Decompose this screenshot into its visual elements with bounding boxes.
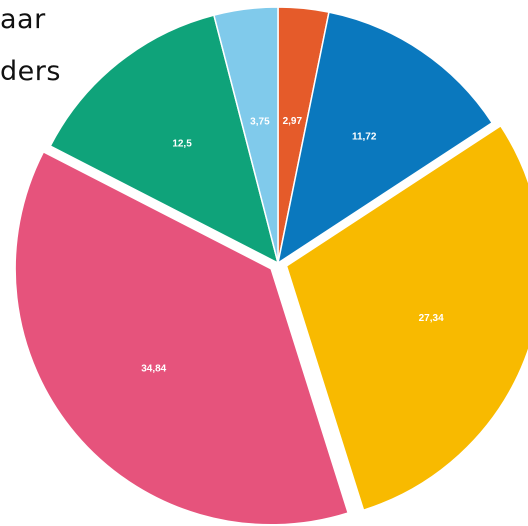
chart-title-line-2: ders	[0, 56, 61, 87]
pie-slice-2	[276, 11, 494, 265]
slice-data-label-3: 27,34	[419, 313, 444, 324]
chart-title-line-1: aar	[0, 4, 46, 35]
slice-data-label-1: 2,97	[283, 116, 303, 127]
pie-slice-6	[213, 6, 279, 264]
pie-slice-5	[49, 14, 280, 265]
pie-slice-4	[14, 150, 350, 526]
slice-data-label-5: 12,5	[172, 139, 192, 150]
slice-data-label-4: 34,84	[141, 363, 166, 374]
slice-data-label-6: 3,75	[250, 116, 270, 127]
slice-data-label-2: 11,72	[352, 131, 377, 142]
